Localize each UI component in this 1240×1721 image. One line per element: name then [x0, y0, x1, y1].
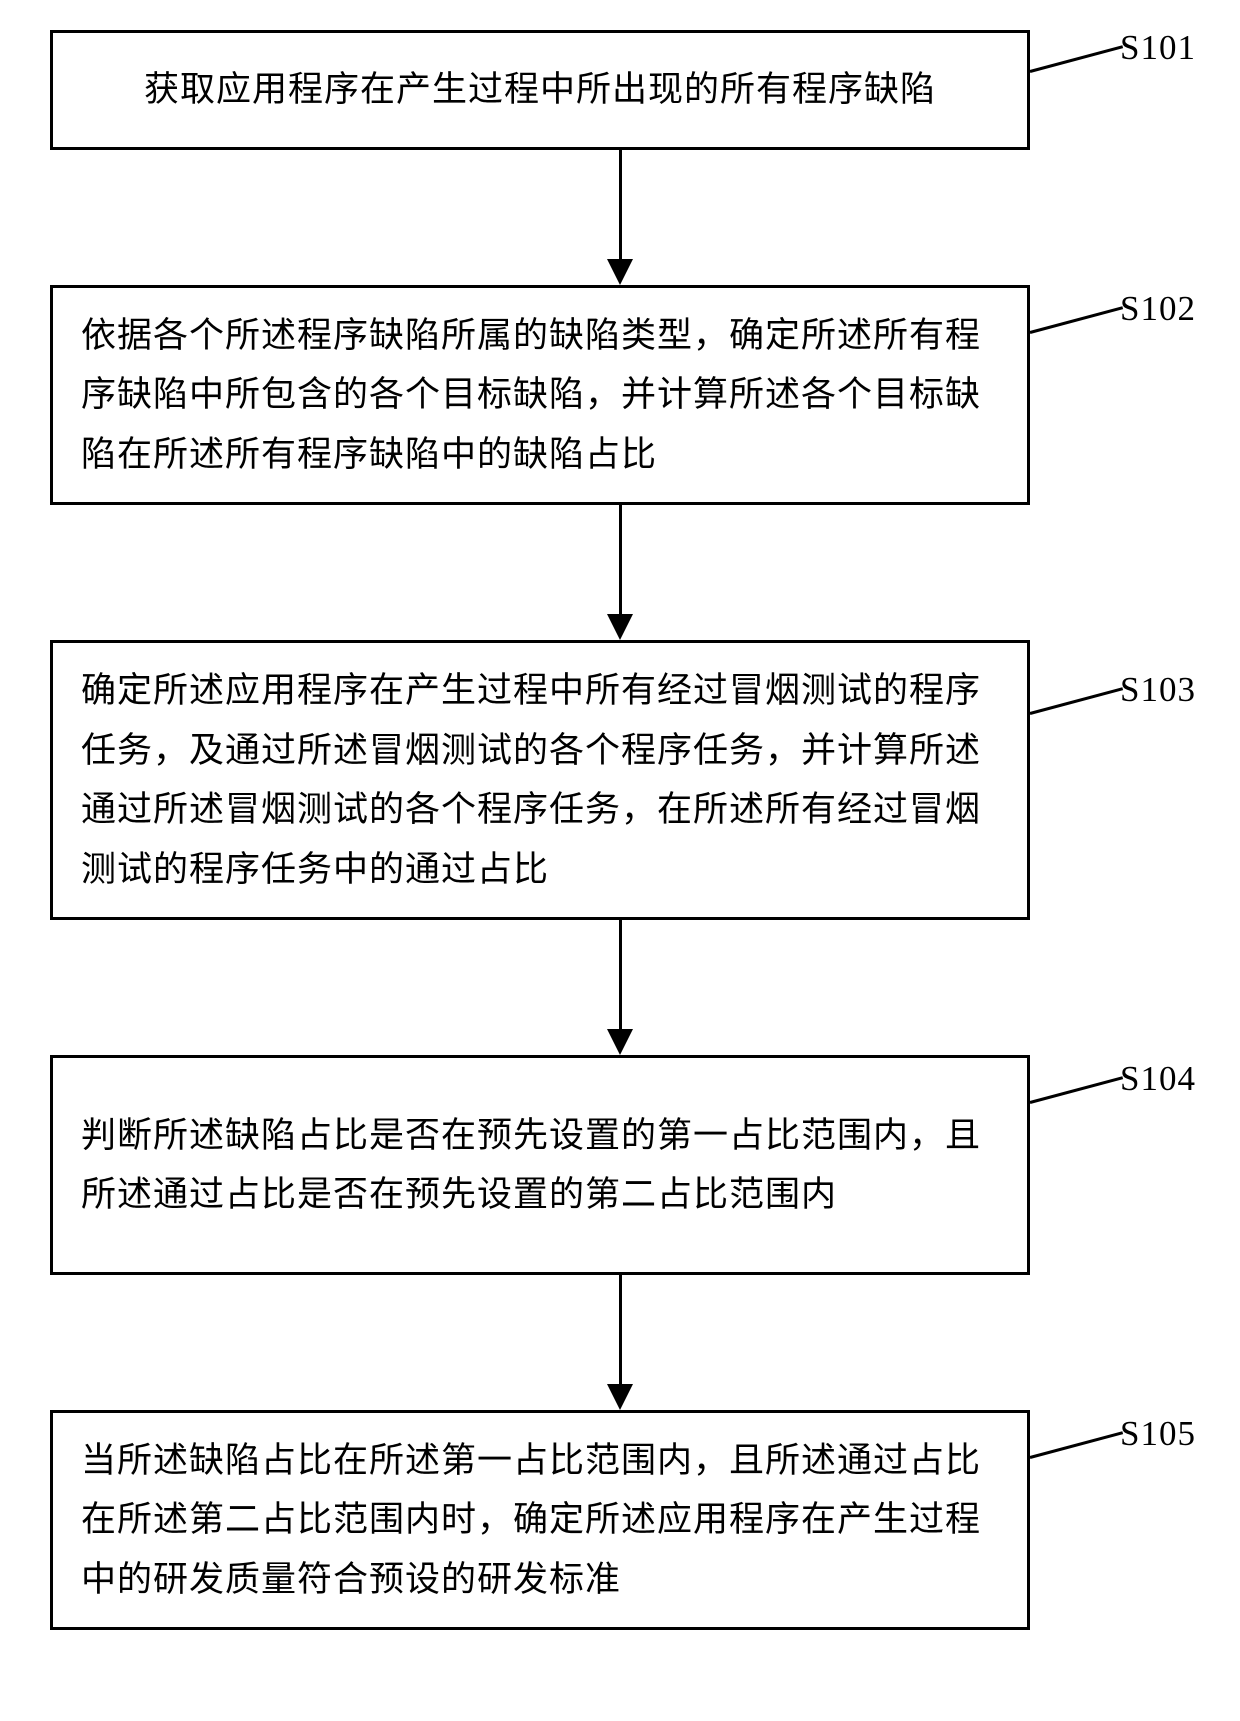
node-label-s101: S101 — [1120, 28, 1196, 68]
node-label-s105: S105 — [1120, 1414, 1196, 1454]
node-wrapper-s105: 当所述缺陷占比在所述第一占比范围内，且所述通过占比在所述第二占比范围内时，确定所… — [50, 1410, 1190, 1630]
flowchart-arrow — [607, 150, 633, 285]
arrow-line — [619, 920, 622, 1030]
node-text: 当所述缺陷占比在所述第一占比范围内，且所述通过占比在所述第二占比范围内时，确定所… — [81, 1431, 999, 1610]
flowchart-arrow — [607, 1275, 633, 1410]
node-label-s103: S103 — [1120, 670, 1196, 710]
flowchart-node-s104: 判断所述缺陷占比是否在预先设置的第一占比范围内，且所述通过占比是否在预先设置的第… — [50, 1055, 1030, 1275]
label-connector-line — [1030, 306, 1124, 334]
arrow-head-icon — [607, 259, 633, 285]
label-connector-line — [1030, 1431, 1124, 1459]
arrow-head-icon — [607, 1029, 633, 1055]
arrow-line — [619, 150, 622, 260]
arrow-line — [619, 1275, 622, 1385]
node-text: 依据各个所述程序缺陷所属的缺陷类型，确定所述所有程序缺陷中所包含的各个目标缺陷，… — [81, 306, 999, 485]
node-text: 获取应用程序在产生过程中所出现的所有程序缺陷 — [144, 60, 936, 120]
label-connector-line — [1030, 687, 1124, 715]
arrow-line — [619, 505, 622, 615]
arrow-head-icon — [607, 1384, 633, 1410]
flowchart-node-s102: 依据各个所述程序缺陷所属的缺陷类型，确定所述所有程序缺陷中所包含的各个目标缺陷，… — [50, 285, 1030, 505]
flowchart-container: 获取应用程序在产生过程中所出现的所有程序缺陷 S101 依据各个所述程序缺陷所属… — [50, 30, 1190, 1630]
node-label-s102: S102 — [1120, 289, 1196, 329]
node-wrapper-s104: 判断所述缺陷占比是否在预先设置的第一占比范围内，且所述通过占比是否在预先设置的第… — [50, 1055, 1190, 1275]
flowchart-arrow — [607, 505, 633, 640]
arrow-head-icon — [607, 614, 633, 640]
label-connector-line — [1030, 1076, 1124, 1104]
flowchart-arrow — [607, 920, 633, 1055]
node-wrapper-s101: 获取应用程序在产生过程中所出现的所有程序缺陷 S101 — [50, 30, 1190, 150]
node-wrapper-s103: 确定所述应用程序在产生过程中所有经过冒烟测试的程序任务，及通过所述冒烟测试的各个… — [50, 640, 1190, 920]
node-text: 判断所述缺陷占比是否在预先设置的第一占比范围内，且所述通过占比是否在预先设置的第… — [81, 1106, 999, 1225]
node-wrapper-s102: 依据各个所述程序缺陷所属的缺陷类型，确定所述所有程序缺陷中所包含的各个目标缺陷，… — [50, 285, 1190, 505]
label-connector-line — [1030, 45, 1124, 73]
node-text: 确定所述应用程序在产生过程中所有经过冒烟测试的程序任务，及通过所述冒烟测试的各个… — [81, 661, 999, 899]
flowchart-node-s105: 当所述缺陷占比在所述第一占比范围内，且所述通过占比在所述第二占比范围内时，确定所… — [50, 1410, 1030, 1630]
flowchart-node-s101: 获取应用程序在产生过程中所出现的所有程序缺陷 — [50, 30, 1030, 150]
node-label-s104: S104 — [1120, 1059, 1196, 1099]
flowchart-node-s103: 确定所述应用程序在产生过程中所有经过冒烟测试的程序任务，及通过所述冒烟测试的各个… — [50, 640, 1030, 920]
